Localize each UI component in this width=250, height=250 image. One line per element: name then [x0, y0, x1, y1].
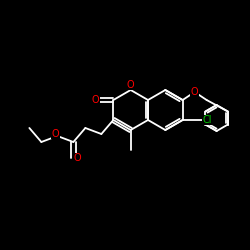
- Text: O: O: [127, 80, 134, 90]
- Text: O: O: [74, 153, 81, 163]
- Text: O: O: [52, 129, 59, 139]
- Text: O: O: [92, 95, 99, 105]
- Text: Cl: Cl: [203, 115, 212, 125]
- Text: O: O: [191, 87, 198, 97]
